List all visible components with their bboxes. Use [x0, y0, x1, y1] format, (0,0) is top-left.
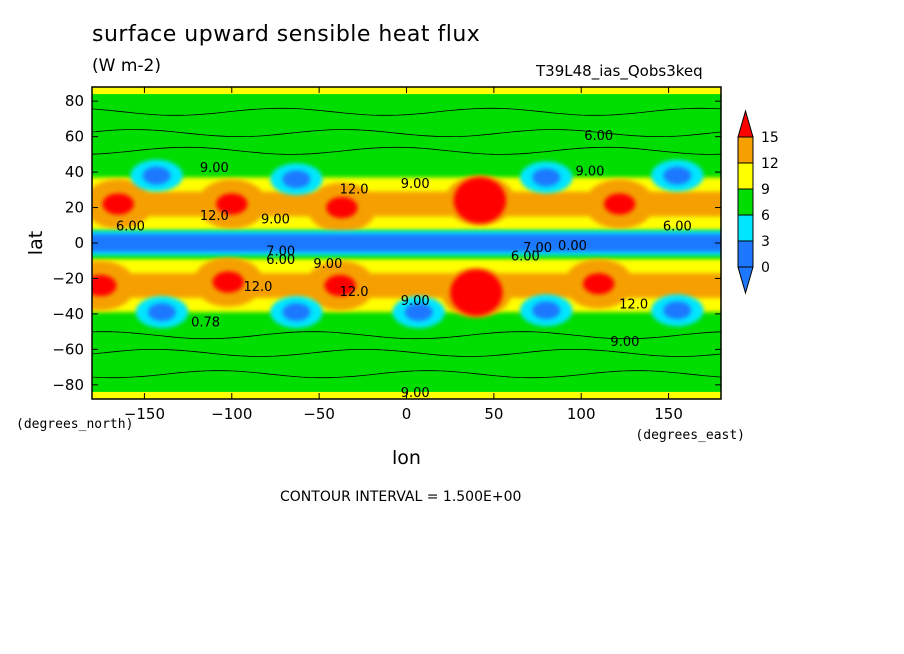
- min-core: [282, 170, 311, 189]
- chart-title: surface upward sensible heat flux: [92, 22, 481, 47]
- run-label: T39L48_ias_Qobs3keq: [536, 62, 703, 80]
- x-tick-label: 50: [484, 405, 503, 423]
- contour-label: 9.00: [313, 257, 342, 272]
- colorbar-min-arrow: [737, 266, 754, 295]
- max-core: [453, 177, 507, 224]
- max-core: [92, 274, 117, 297]
- contour-label: 9.00: [575, 165, 604, 180]
- contour-line: [92, 129, 721, 137]
- contour-field: [92, 87, 721, 399]
- y-axis-label: lat: [25, 231, 47, 255]
- contour-label: 0.00: [558, 239, 587, 254]
- min-core: [663, 166, 692, 185]
- contour-line: [92, 107, 721, 116]
- min-core: [142, 166, 171, 185]
- contour-label: 12.0: [619, 298, 648, 313]
- contour-label: 9.00: [401, 177, 430, 192]
- contour-label: 7.00: [266, 244, 295, 259]
- x-tick-label: 100: [567, 405, 596, 423]
- contour-label: 9.00: [610, 335, 639, 350]
- min-core: [532, 168, 561, 187]
- colorbar-bin: [737, 136, 754, 164]
- x-units-label: (degrees_east): [635, 428, 745, 443]
- max-core: [603, 193, 636, 215]
- min-core: [282, 303, 311, 321]
- colorbar-bin: [737, 240, 754, 268]
- max-core: [216, 193, 248, 215]
- min-core: [663, 301, 692, 320]
- y-tick-label: 0: [74, 234, 84, 252]
- contour-label: 12.0: [244, 280, 273, 295]
- colorbar-max-arrow: [737, 109, 754, 138]
- contour-label: 6.00: [266, 253, 295, 268]
- equatorial-blue: [92, 234, 721, 252]
- y-tick-label: 20: [65, 199, 84, 217]
- contour-line: [92, 349, 721, 357]
- contour-label: 9.00: [401, 294, 430, 309]
- contour-line: [92, 146, 721, 155]
- colorbar-bin: [737, 188, 754, 216]
- max-core: [450, 269, 503, 316]
- contour-label: 6.00: [116, 220, 145, 235]
- contour-label: 7.00: [523, 241, 552, 256]
- contour-label: 12.0: [340, 285, 369, 300]
- max-core: [326, 196, 358, 219]
- max-core: [324, 274, 356, 297]
- contour-label: 0.78: [191, 315, 220, 330]
- y-tick-label: 40: [65, 163, 84, 181]
- contour-label: 6.00: [663, 220, 692, 235]
- y-tick-label: −60: [52, 340, 84, 358]
- chart-units: (W m-2): [92, 56, 161, 76]
- colorbar-bin: [737, 162, 754, 190]
- min-core: [532, 301, 561, 320]
- x-tick-label: 150: [654, 405, 683, 423]
- max-core: [102, 193, 134, 215]
- x-tick-label: −150: [124, 405, 165, 423]
- y-tick-label: 80: [65, 92, 84, 110]
- colorbar-label: 0: [761, 260, 770, 276]
- y-units-label: (degrees_north): [16, 417, 133, 432]
- max-core: [212, 271, 245, 293]
- contour-line: [92, 370, 721, 379]
- contour-label: 12.0: [200, 209, 229, 224]
- y-tick-label: −80: [52, 376, 84, 394]
- contour-label: 9.00: [401, 386, 430, 401]
- contour-label: 12.0: [340, 182, 369, 197]
- colorbar-label: 15: [761, 130, 779, 146]
- contour-interval-note: CONTOUR INTERVAL = 1.500E+00: [280, 489, 522, 505]
- contour-line: [92, 331, 721, 340]
- contour-label: 9.00: [200, 161, 229, 176]
- colorbar-label: 9: [761, 182, 770, 198]
- axes: −150 −100 −50 0 50 100 150 −80 −60 −40 −20 0 20 40 60 8…: [16, 87, 745, 469]
- max-core: [582, 273, 615, 295]
- y-tick-label: −40: [52, 305, 84, 323]
- x-axis-label: lon: [392, 447, 421, 469]
- contour-label: 9.00: [261, 212, 290, 227]
- colorbar-bin: [737, 214, 754, 242]
- colorbar-label: 6: [761, 208, 770, 224]
- min-core: [147, 303, 176, 321]
- x-tick-label: −100: [211, 405, 252, 423]
- contour-label: 6.00: [584, 129, 613, 144]
- x-tick-label: 0: [402, 405, 412, 423]
- y-tick-label: −20: [52, 269, 84, 287]
- y-tick-label: 60: [65, 128, 84, 146]
- colorbar: 15 12 9 6 3 0: [737, 109, 779, 295]
- contour-label: 6.00: [511, 250, 540, 265]
- min-core: [404, 303, 433, 321]
- colorbar-label: 3: [761, 234, 770, 250]
- x-tick-label: −50: [303, 405, 335, 423]
- colorbar-label: 12: [761, 156, 779, 172]
